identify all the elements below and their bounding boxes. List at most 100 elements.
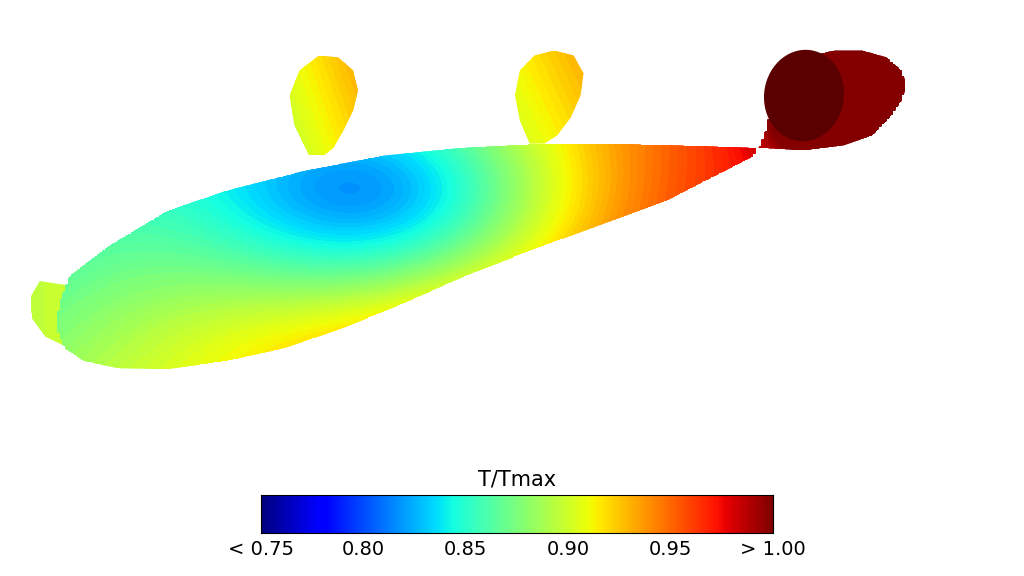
Point [2, 462, 18, 471]
Point [2, 462, 18, 471]
Point [2, 462, 18, 471]
Point [2, 462, 18, 471]
Point [2, 462, 18, 471]
Point [2, 462, 18, 471]
Point [2, 462, 18, 471]
Point [2, 462, 18, 471]
Point [2, 462, 18, 471]
Point [2, 462, 18, 471]
Point [2, 462, 18, 471]
Text: > 1.00: > 1.00 [740, 540, 806, 559]
Point [2, 462, 18, 471]
Point [2, 462, 18, 471]
Point [2, 462, 18, 471]
Point [2, 462, 18, 471]
Text: T/Tmax: T/Tmax [478, 469, 556, 490]
Point [2, 462, 18, 471]
Point [2, 462, 18, 471]
Point [2, 462, 18, 471]
Point [2, 462, 18, 471]
Point [2, 462, 18, 471]
Point [2, 462, 18, 471]
Point [2, 462, 18, 471]
Point [2, 462, 18, 471]
Point [2, 462, 18, 471]
Point [2, 462, 18, 471]
Point [2, 462, 18, 471]
Point [2, 462, 18, 471]
Point [2, 462, 18, 471]
Point [2, 462, 18, 471]
Point [2, 462, 18, 471]
Point [2, 462, 18, 471]
Point [2, 462, 18, 471]
Point [2, 462, 18, 471]
Point [2, 462, 18, 471]
Text: 0.95: 0.95 [649, 540, 692, 559]
Point [2, 462, 18, 471]
Point [2, 462, 18, 471]
Point [2, 462, 18, 471]
Point [2, 462, 18, 471]
Point [2, 462, 18, 471]
Point [2, 462, 18, 471]
Point [2, 462, 18, 471]
Point [2, 462, 18, 471]
Point [2, 462, 18, 471]
Point [2, 462, 18, 471]
Point [2, 462, 18, 471]
Point [2, 462, 18, 471]
Point [2, 462, 18, 471]
Point [2, 462, 18, 471]
Point [2, 462, 18, 471]
Point [2, 462, 18, 471]
Point [2, 462, 18, 471]
Point [2, 462, 18, 471]
Point [2, 462, 18, 471]
Point [2, 462, 18, 471]
Point [2, 462, 18, 471]
Point [2, 462, 18, 471]
Point [2, 462, 18, 471]
Point [2, 462, 18, 471]
Point [2, 462, 18, 471]
Point [2, 462, 18, 471]
Point [2, 462, 18, 471]
Point [2, 462, 18, 471]
Point [2, 462, 18, 471]
Point [2, 462, 18, 471]
Point [2, 462, 18, 471]
Point [2, 462, 18, 471]
Point [2, 462, 18, 471]
Point [2, 462, 18, 471]
Point [2, 462, 18, 471]
Point [2, 462, 18, 471]
Point [2, 462, 18, 471]
Point [2, 462, 18, 471]
Point [2, 462, 18, 471]
Point [2, 462, 18, 471]
Point [2, 462, 18, 471]
Point [2, 462, 18, 471]
Point [2, 462, 18, 471]
Point [2, 462, 18, 471]
Point [2, 462, 18, 471]
Point [2, 462, 18, 471]
Point [2, 462, 18, 471]
Point [2, 462, 18, 471]
Point [2, 462, 18, 471]
Point [2, 462, 18, 471]
Point [2, 462, 18, 471]
Point [2, 462, 18, 471]
Point [2, 462, 18, 471]
Point [2, 462, 18, 471]
Point [2, 462, 18, 471]
Text: 0.85: 0.85 [444, 540, 487, 559]
Point [2, 462, 18, 471]
Point [2, 462, 18, 471]
Point [2, 462, 18, 471]
Point [2, 462, 18, 471]
Point [2, 462, 18, 471]
Point [2, 462, 18, 471]
Point [2, 462, 18, 471]
